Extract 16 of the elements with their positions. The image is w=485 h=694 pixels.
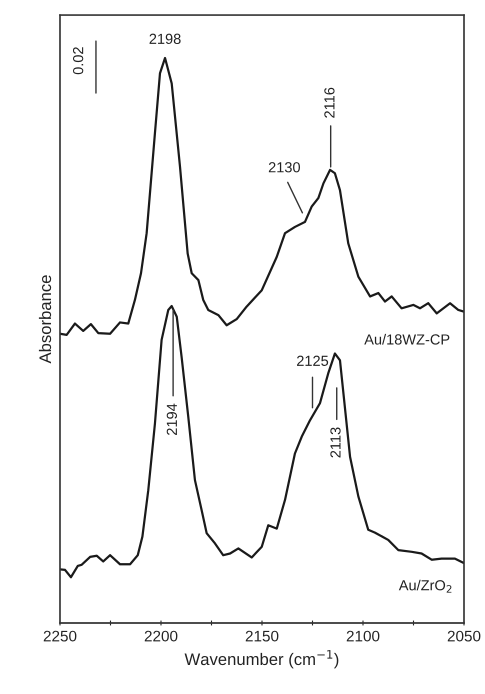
y-axis-title: Absorbance [38, 275, 52, 364]
x-tick-label: 2200 [144, 630, 178, 642]
annotation: 2194 [166, 404, 178, 435]
x-tick-label: 2150 [246, 630, 278, 642]
annotation: 0.02 [72, 47, 84, 74]
x-tick-label: 2100 [346, 630, 380, 642]
x-tick-label: 2050 [448, 630, 480, 642]
series-label: Au/18WZ-CP [364, 334, 450, 345]
annotation: 2198 [150, 34, 181, 44]
x-tick-label: 2250 [44, 630, 76, 642]
series-label: Au/ZrO$_{2}$ [398, 580, 452, 593]
annotation: 2113 [330, 427, 341, 458]
annotation: 2130 [268, 162, 300, 172]
x-axis-title: Wavenumber (cm$^{−1}$) [184, 650, 338, 668]
annotation: 2125 [297, 356, 328, 366]
annotation: 2116 [324, 88, 335, 118]
